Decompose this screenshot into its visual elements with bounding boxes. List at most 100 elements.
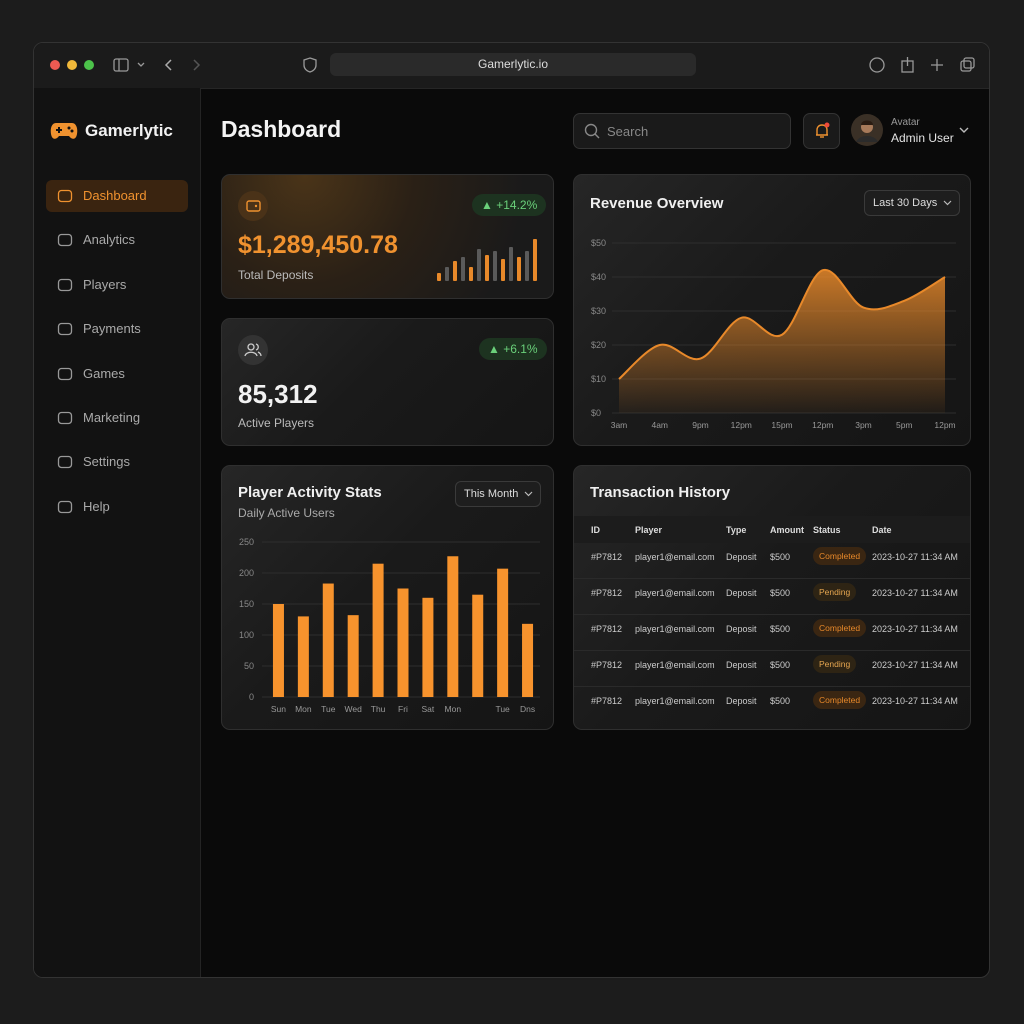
nav-icon: [57, 411, 73, 425]
change-text: +14.2%: [496, 198, 538, 212]
x-tick-label: Mon: [445, 704, 462, 714]
y-tick-label: 50: [244, 661, 254, 671]
nav-item[interactable]: Payments: [46, 313, 188, 345]
stat-label: Total Deposits: [238, 268, 314, 282]
user-menu-chevron[interactable]: [958, 125, 970, 135]
y-tick-label: $10: [591, 374, 606, 384]
nav-icon-shape: [57, 278, 73, 291]
column-header: Type: [726, 525, 747, 535]
search-placeholder: Search: [607, 124, 649, 139]
status-text: Pending: [819, 587, 851, 597]
x-tick-label: Sat: [422, 704, 435, 714]
range-dropdown[interactable]: Last 30 Days: [864, 190, 961, 216]
nav-label: Games: [83, 365, 125, 381]
nav-label: Players: [83, 276, 127, 292]
table-cell: player1@email.com: [635, 588, 715, 598]
area-fill: [619, 269, 945, 413]
nav-label: Analytics: [83, 232, 136, 248]
chart-title: Revenue Overview: [590, 195, 724, 212]
chart-title: Player Activity Stats: [238, 484, 382, 501]
activity-chart: 0 50 100 150 200 250 Sun Mon Tue Wed Thu Fri Sat Mon T…: [239, 537, 540, 714]
row-divider: [574, 686, 970, 687]
change-badge: ▲ +6.1%: [479, 338, 547, 360]
search-box[interactable]: Search: [573, 113, 791, 149]
sparkline-bar: [445, 267, 449, 281]
table-cell: Deposit: [726, 696, 757, 706]
status-badge: Completed: [813, 619, 867, 637]
table-header: [574, 516, 970, 543]
stat-card: ▲ +6.1% 85,312 Active Players: [221, 318, 554, 446]
x-tick-label: 3pm: [855, 420, 872, 430]
nav-item[interactable]: Games: [46, 358, 188, 390]
table-cell: #P7812: [591, 552, 623, 562]
minimize-button[interactable]: [67, 60, 77, 70]
nav-item[interactable]: Settings: [46, 446, 188, 478]
nav-icon: [57, 278, 73, 291]
y-tick-label: 150: [239, 599, 254, 609]
nav-icon: [57, 234, 73, 247]
page-title: Dashboard: [221, 116, 342, 142]
nav-item[interactable]: Marketing: [46, 402, 188, 434]
close-button[interactable]: [50, 60, 60, 70]
nav-icon-shape: [57, 456, 73, 469]
table-cell: #P7812: [591, 696, 623, 706]
x-tick-label: Tue: [495, 704, 510, 714]
transactions-card: Transaction History ID Player Type Amount St…: [573, 465, 971, 730]
table-cell: Deposit: [726, 660, 757, 670]
change-text: +6.1%: [503, 342, 538, 356]
nav-item[interactable]: Players: [46, 269, 188, 301]
x-tick-label: Mon: [295, 704, 312, 714]
table-cell: 2023-10-27 11:34 AM: [872, 696, 958, 706]
bar: [397, 588, 409, 697]
notifications-button[interactable]: [803, 113, 840, 149]
url-bar[interactable]: Gamerlytic.io: [330, 53, 696, 76]
x-tick-label: 9pm: [692, 420, 709, 430]
sparkline-bar: [509, 247, 513, 281]
chevron: [943, 200, 952, 206]
status-text: Completed: [819, 551, 861, 561]
nav-label: Payments: [83, 321, 141, 337]
table-cell: $500: [770, 660, 791, 670]
nav-icon: [57, 456, 73, 469]
column-header: Status: [813, 525, 841, 535]
y-tick-label: $40: [591, 272, 606, 282]
x-tick-label: 12pm: [934, 420, 955, 430]
maximize-button[interactable]: [84, 60, 94, 70]
table-cell: $500: [770, 696, 791, 706]
sparkline-bar: [461, 257, 465, 281]
toolbar-icons: [113, 58, 201, 72]
range-dropdown[interactable]: This Month: [455, 481, 542, 507]
nav-item[interactable]: Analytics: [46, 224, 188, 256]
brand-icon: [50, 123, 78, 139]
table-cell: 2023-10-27 11:34 AM: [872, 588, 958, 598]
stat-value: 85,312: [238, 379, 318, 409]
row-divider: [574, 650, 970, 651]
stat-card: ▲ +14.2% $1,289,450.78 Total Deposits: [221, 174, 554, 299]
y-tick-label: 200: [239, 568, 254, 578]
sparkline-bar: [493, 251, 497, 281]
nav-item[interactable]: Help: [46, 491, 188, 523]
bar: [472, 594, 484, 697]
bar: [297, 616, 309, 697]
table-cell: #P7812: [591, 588, 623, 598]
status-text: Completed: [819, 695, 861, 705]
x-tick-label: 12pm: [731, 420, 752, 430]
sidebar: Gamerlytic Dashboard Analytics Players Paym…: [34, 88, 201, 977]
x-tick-label: Wed: [345, 704, 363, 714]
nav-icon: [57, 323, 73, 336]
revenue-chart: $0 $10 $20 $30 $40 $50 3am 4am 9pm 12pm 15pm 12pm 3p…: [591, 238, 956, 430]
table-cell: 2023-10-27 11:34 AM: [872, 660, 958, 670]
bell-icon: [816, 122, 830, 138]
nav-label: Help: [83, 498, 110, 514]
sparkline-bar: [469, 267, 473, 281]
sparkline-bar: [525, 251, 529, 281]
bar: [447, 556, 459, 697]
bar: [347, 615, 359, 697]
nav-item[interactable]: Dashboard: [46, 180, 188, 212]
x-tick-label: 5pm: [896, 420, 913, 430]
avatar[interactable]: [851, 114, 883, 146]
activity-card: Player Activity Stats Daily Active Users…: [221, 465, 554, 730]
table-cell: player1@email.com: [635, 624, 715, 634]
nav-icon: [57, 500, 73, 513]
x-tick-label: 12pm: [812, 420, 833, 430]
